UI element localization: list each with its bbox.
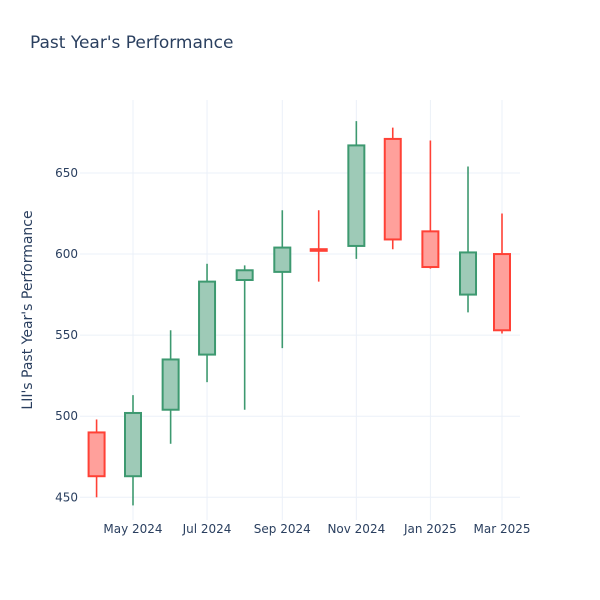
candle-body [347,144,366,247]
y-tick-label: 650 [55,166,78,180]
x-tick-label: Mar 2025 [474,522,531,536]
candle-body [383,137,402,241]
y-tick-label: 550 [55,328,78,342]
y-tick-label: 450 [55,490,78,504]
candle-body [124,411,142,478]
candle-body [198,280,217,356]
x-tick-label: May 2024 [103,522,162,536]
candle-increasing [124,395,142,506]
candle-increasing [459,166,478,313]
candle-body [273,246,292,273]
candle-increasing [235,265,254,410]
grid-layer [80,100,520,520]
candle-decreasing [309,210,328,282]
candle-decreasing [87,419,106,498]
chart-title: Past Year's Performance [30,33,234,53]
candle-decreasing [383,127,402,250]
x-tick-label: Jan 2025 [403,522,457,536]
candle-increasing [273,210,292,349]
candle-body [87,431,106,478]
candle-decreasing [493,213,511,334]
x-tick-label: Sep 2024 [254,522,311,536]
y-tick-label: 600 [55,247,78,261]
x-tick-label: Jul 2024 [182,522,232,536]
candle-body [161,358,180,411]
axis-layer: 450 500 550 600 650 May 2024 Jul 2024 Sep 2024 N… [55,166,530,536]
candle-body [493,253,511,332]
candle-increasing [161,330,180,444]
candle-body [459,251,478,296]
candle-increasing [347,121,366,259]
candle-body [235,269,254,281]
x-tick-label: Nov 2024 [327,522,385,536]
y-tick-label: 500 [55,409,78,423]
candle-body [309,248,328,252]
candle-increasing [198,263,217,383]
candle-decreasing [421,140,440,269]
candle-layer [87,121,511,506]
y-axis-title: LII's Past Year's Performance [20,210,36,409]
candle-body [421,230,440,269]
